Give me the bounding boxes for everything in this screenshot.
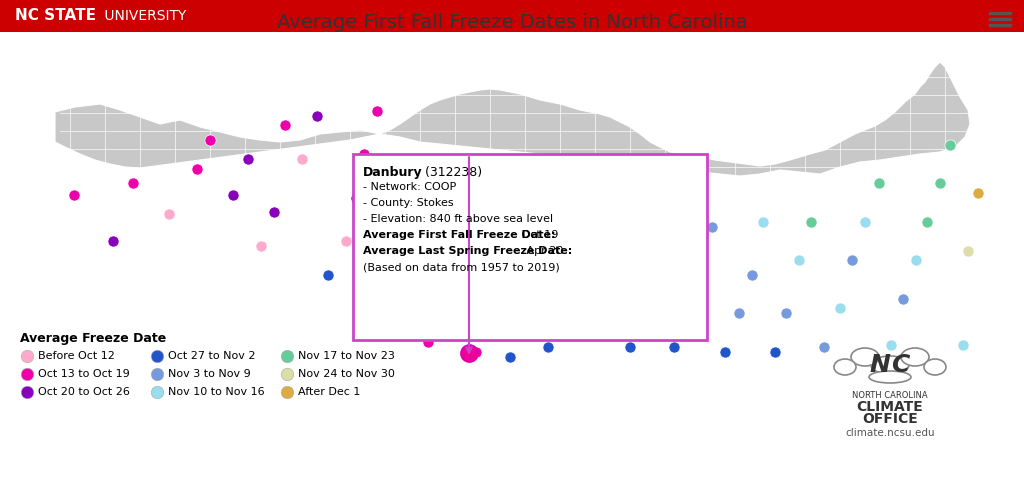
Ellipse shape [871,356,909,374]
Text: - Elevation: 840 ft above sea level: - Elevation: 840 ft above sea level [364,214,553,224]
Text: climate.ncsu.edu: climate.ncsu.edu [845,428,935,438]
Ellipse shape [834,359,856,375]
Text: - County: Stokes: - County: Stokes [364,198,454,208]
Text: CLIMATE: CLIMATE [857,400,924,414]
Ellipse shape [869,371,911,383]
Text: Nov 17 to Nov 23: Nov 17 to Nov 23 [298,351,395,361]
Text: Nov 10 to Nov 16: Nov 10 to Nov 16 [168,387,264,397]
Text: (Based on data from 1957 to 2019): (Based on data from 1957 to 2019) [364,262,560,272]
Text: NORTH CAROLINA: NORTH CAROLINA [852,390,928,400]
Text: Oct 27 to Nov 2: Oct 27 to Nov 2 [168,351,256,361]
Text: C: C [891,353,909,377]
Text: (312238): (312238) [421,166,482,179]
Text: Average Freeze Date: Average Freeze Date [20,332,166,345]
Text: Average First Fall Freeze Date:: Average First Fall Freeze Date: [364,230,556,240]
Text: Danbury: Danbury [364,166,423,179]
Text: Average First Fall Freeze Dates in North Carolina: Average First Fall Freeze Dates in North… [276,13,748,32]
Text: Nov 3 to Nov 9: Nov 3 to Nov 9 [168,369,251,379]
Polygon shape [55,62,970,176]
Text: Average Last Spring Freeze Date:: Average Last Spring Freeze Date: [364,246,572,256]
Text: N: N [869,353,891,377]
Text: Before Oct 12: Before Oct 12 [38,351,115,361]
Text: Apr 20: Apr 20 [523,246,563,256]
Text: Oct 13 to Oct 19: Oct 13 to Oct 19 [38,369,130,379]
Ellipse shape [924,359,946,375]
Bar [0,0,1024,32]
Text: After Dec 1: After Dec 1 [298,387,360,397]
Text: Oct 19: Oct 19 [518,230,559,240]
Text: Oct 20 to Oct 26: Oct 20 to Oct 26 [38,387,130,397]
Ellipse shape [851,348,879,366]
Text: UNIVERSITY: UNIVERSITY [100,9,186,23]
Text: OFFICE: OFFICE [862,412,918,426]
Text: NC STATE: NC STATE [15,9,96,24]
Text: Nov 24 to Nov 30: Nov 24 to Nov 30 [298,369,395,379]
Ellipse shape [901,348,929,366]
Bar [353,154,707,340]
Text: - Network: COOP: - Network: COOP [364,182,457,192]
